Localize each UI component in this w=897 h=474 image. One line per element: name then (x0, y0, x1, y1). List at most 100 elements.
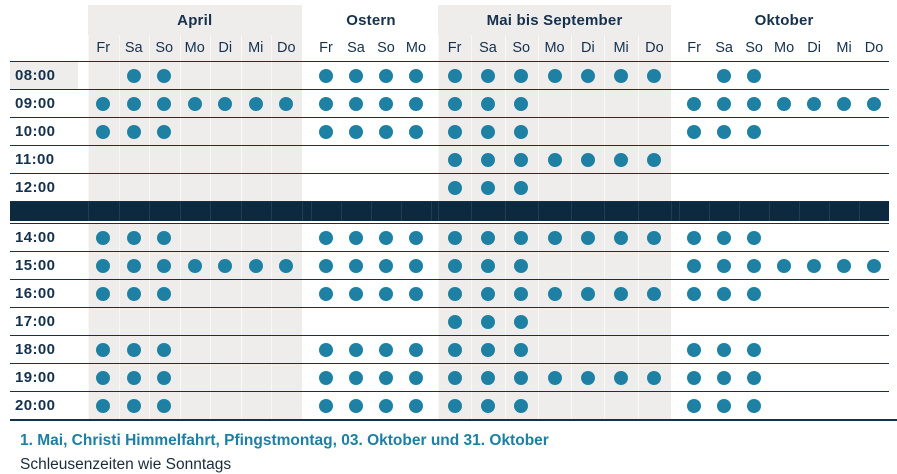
availability-dot (349, 230, 363, 245)
slot-cell (739, 117, 770, 145)
availability-dot (319, 96, 333, 111)
slot-cell (179, 335, 210, 363)
availability-dot (647, 152, 662, 167)
slot-cell (829, 279, 860, 307)
slot-cell (311, 335, 341, 363)
availability-dot (547, 152, 562, 167)
availability-dot (379, 342, 393, 357)
slot-cell (311, 61, 341, 89)
availability-dot (647, 286, 662, 301)
slot-cell (438, 307, 472, 335)
availability-dot (480, 124, 495, 139)
availability-dot (717, 96, 732, 111)
slot-cell (739, 251, 770, 279)
slot-cell (829, 363, 860, 391)
availability-dot (687, 286, 702, 301)
group-gap (671, 363, 680, 391)
availability-dot (837, 258, 852, 273)
group-header-ostern: Ostern (346, 11, 396, 29)
group-gap (301, 89, 311, 117)
slot-cell (371, 363, 401, 391)
day-header-mai-bis-september-do: Do (637, 35, 672, 61)
day-header-april-sa: Sa (118, 35, 149, 61)
group-gap (431, 5, 438, 35)
slot-cell (571, 251, 605, 279)
availability-dot (514, 180, 529, 195)
blocked-hour-bar-segment (179, 201, 210, 223)
availability-dot (409, 96, 423, 111)
availability-dot (379, 230, 393, 245)
slot-cell (311, 363, 341, 391)
group-gap (431, 279, 438, 307)
availability-dot (614, 68, 629, 83)
slot-cell (311, 391, 341, 419)
slot-cell (504, 307, 538, 335)
availability-dot (157, 286, 172, 301)
slot-cell (604, 61, 638, 89)
availability-dot (157, 258, 172, 273)
slot-cell (637, 223, 672, 251)
slot-cell (118, 251, 149, 279)
availability-dot (409, 398, 423, 413)
group-gap (431, 35, 438, 61)
slot-cell (149, 223, 180, 251)
availability-dot (379, 258, 393, 273)
slot-cell (240, 145, 271, 173)
group-gap (671, 5, 679, 35)
slot-cell (149, 307, 180, 335)
availability-dot (349, 370, 363, 385)
blocked-hour-bar-segment (537, 201, 572, 223)
group-gap (431, 223, 438, 251)
slot-cell (311, 223, 341, 251)
blocked-hour-bar-segment (799, 201, 830, 223)
slot-cell (604, 335, 638, 363)
availability-dot (480, 314, 495, 329)
slot-cell (709, 279, 740, 307)
availability-dot (279, 258, 294, 273)
day-header-oktober-do: Do (864, 40, 884, 56)
availability-dot (687, 124, 702, 139)
availability-dot (409, 68, 423, 83)
slot-cell (537, 335, 572, 363)
availability-dot (547, 370, 562, 385)
availability-dot (580, 286, 595, 301)
availability-dot (687, 96, 702, 111)
slot-cell (341, 363, 371, 391)
availability-dot (717, 286, 732, 301)
slot-cell (829, 145, 860, 173)
slot-cell (799, 173, 830, 201)
slot-cell (769, 335, 800, 363)
availability-dot (157, 68, 172, 83)
availability-dot (717, 258, 732, 273)
slot-cell (637, 145, 672, 173)
slot-cell (371, 173, 401, 201)
availability-dot (187, 96, 202, 111)
blocked-hour-bar-segment (149, 201, 180, 223)
slot-cell (240, 223, 271, 251)
slot-cell (769, 117, 800, 145)
availability-dot (126, 370, 141, 385)
availability-dot (807, 96, 822, 111)
slot-cell (537, 61, 572, 89)
slot-cell (679, 363, 710, 391)
slot-cell (371, 251, 401, 279)
slot-cell (88, 61, 119, 89)
slot-cell (179, 363, 210, 391)
slot-cell (371, 61, 401, 89)
availability-dot (647, 370, 662, 385)
slot-cell (504, 61, 538, 89)
slot-cell (149, 391, 180, 419)
slot-cell (210, 117, 241, 145)
slot-cell (571, 173, 605, 201)
slot-cell (604, 223, 638, 251)
slot-cell (311, 117, 341, 145)
slot-cell (210, 279, 241, 307)
slot-cell (604, 251, 638, 279)
slot-cell (829, 173, 860, 201)
slot-cell (149, 89, 180, 117)
availability-dot (349, 342, 363, 357)
slot-cell (240, 173, 271, 201)
slot-cell (679, 223, 710, 251)
time-label: 09:00 (10, 89, 88, 117)
slot-cell (637, 89, 672, 117)
